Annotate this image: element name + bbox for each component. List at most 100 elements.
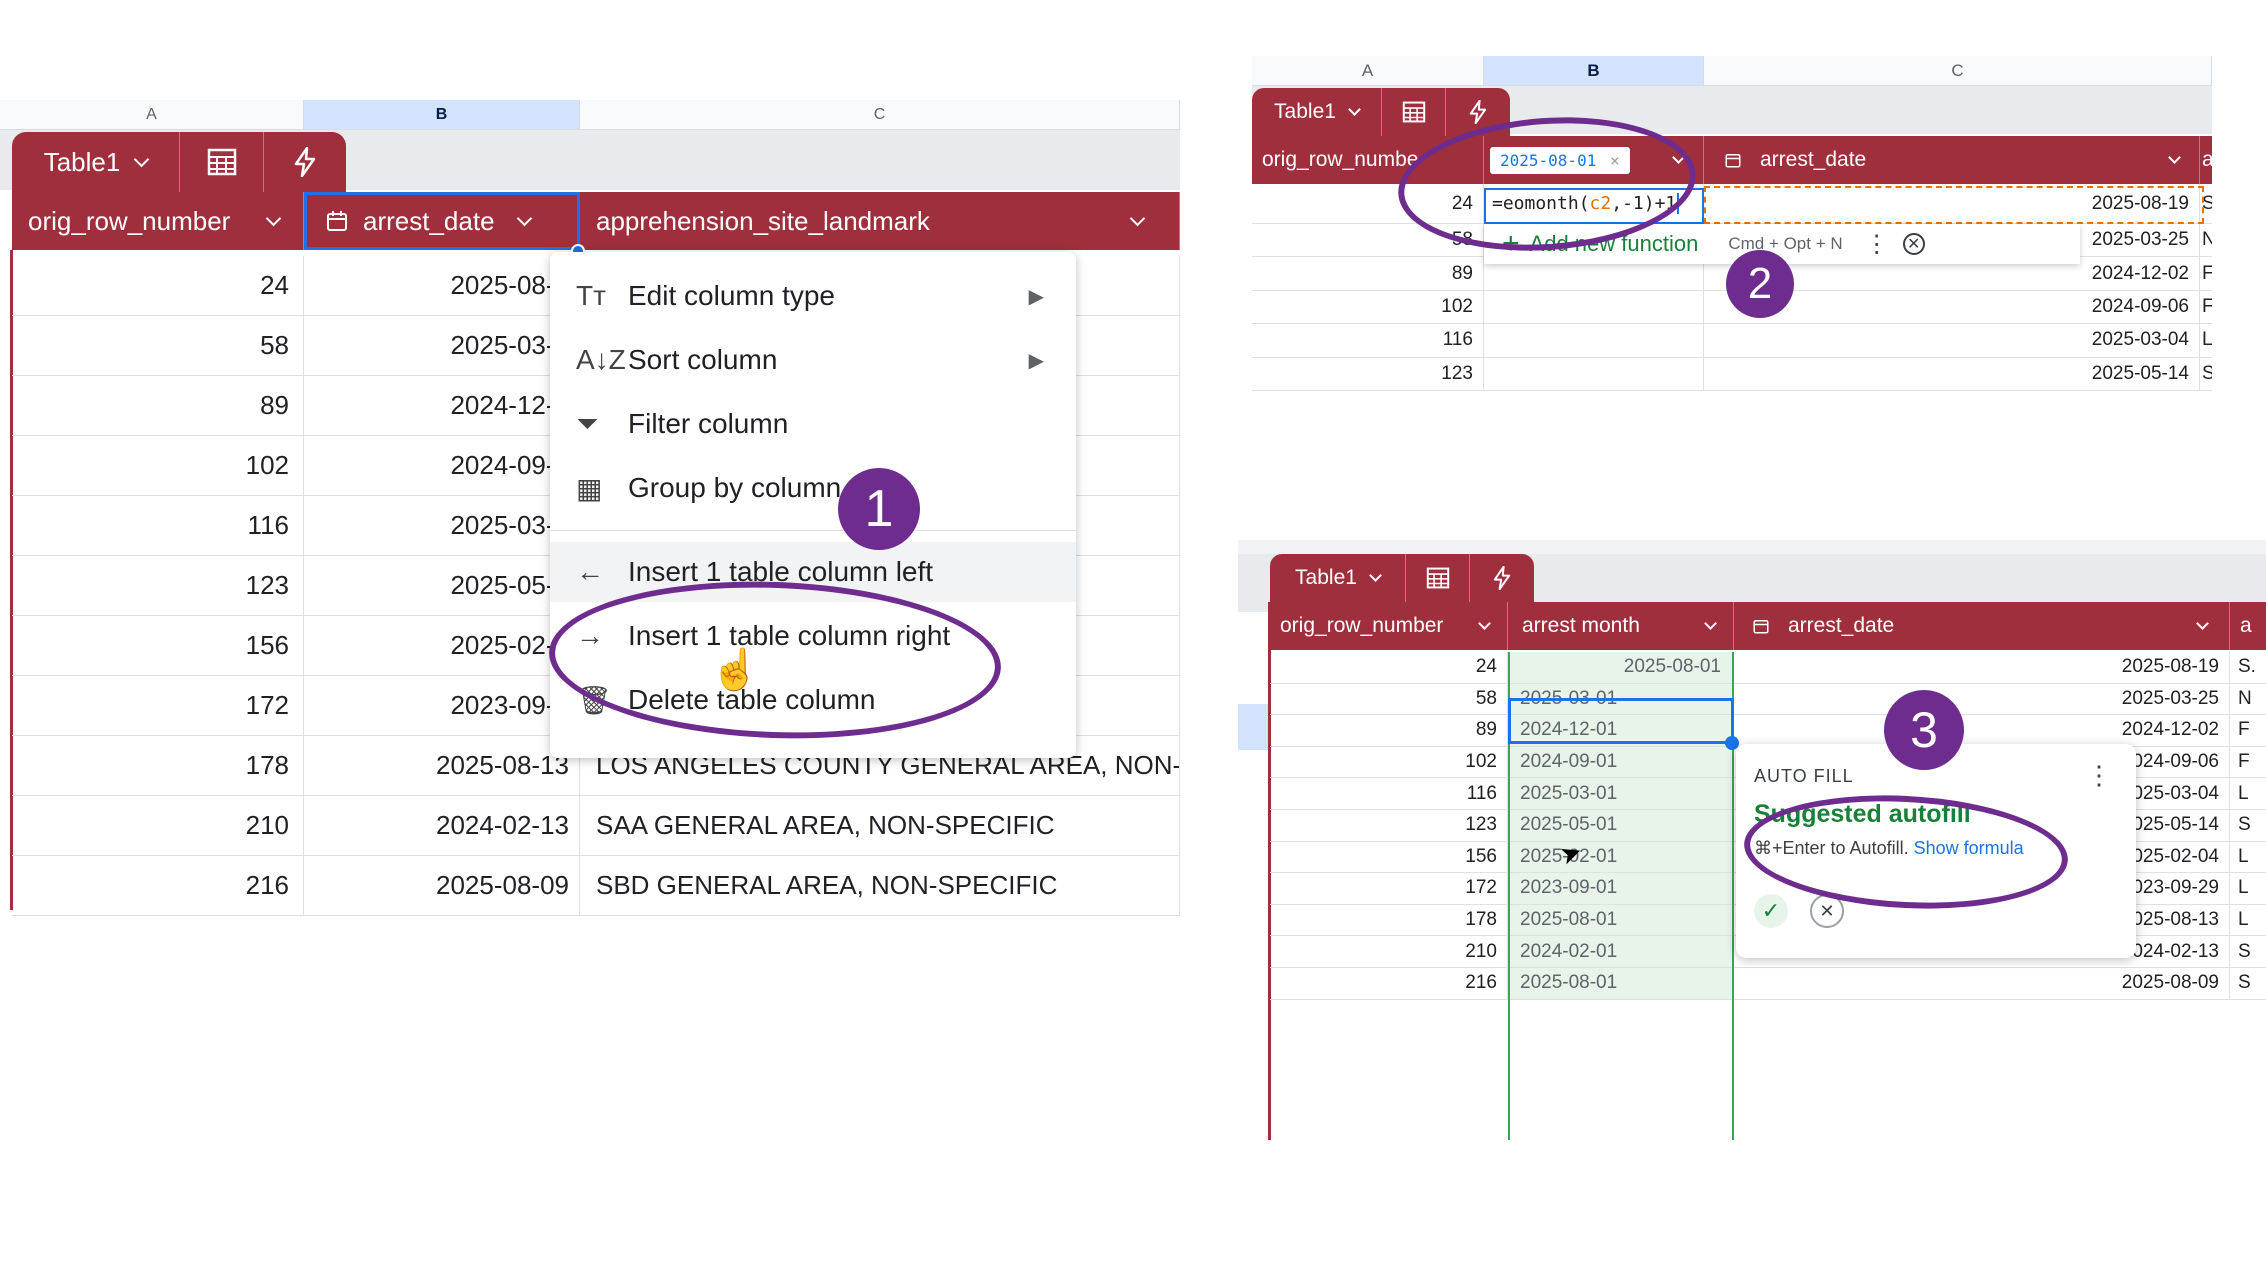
menu-item-group-by-column[interactable]: ▦ Group by column xyxy=(550,458,1076,518)
cell-arrest-date[interactable]: 2025-03-25 xyxy=(1734,683,2230,715)
cell-next-column[interactable]: S xyxy=(2238,972,2251,994)
cell-arrest-date[interactable]: 2025-08-13 xyxy=(304,736,580,795)
cell-arrest-date[interactable]: 2025-05-1 xyxy=(304,556,580,615)
menu-item-edit-column-type[interactable]: Tт Edit column type ▶ xyxy=(550,266,1076,326)
cell-arrest-date[interactable]: 2025-03-04 xyxy=(1734,778,2230,809)
cell-arrest-date[interactable]: 2025-08-09 xyxy=(304,856,580,915)
cell-arrest-date[interactable]: 2025-08-19 xyxy=(1704,184,2200,223)
cell-apprehension-site[interactable] xyxy=(580,316,1180,375)
cell-orig-row-number[interactable]: 156 xyxy=(1270,841,1508,873)
cell-orig-row-number[interactable]: 58 xyxy=(12,316,304,375)
cell-apprehension-site[interactable] xyxy=(580,376,1180,435)
cell-arrest-date[interactable]: 2025-03-0 xyxy=(304,496,580,555)
column-letter-b[interactable]: B xyxy=(1484,56,1704,86)
cell-next-column[interactable]: N xyxy=(2238,687,2252,709)
cancel-circle-icon[interactable]: ✕ xyxy=(1902,233,1925,255)
cell-orig-row-number[interactable]: 216 xyxy=(12,856,304,915)
table-automation-button[interactable] xyxy=(264,132,346,192)
cell-arrest-date[interactable]: 2025-03-25 xyxy=(1704,224,2200,257)
cell-arrest-date[interactable]: 2025-05-14 xyxy=(1734,809,2230,841)
cell-next-column[interactable]: N xyxy=(2202,229,2212,251)
cell-arrest-date[interactable]: 2024-02-13 xyxy=(1734,936,2230,967)
cell-arrest-month[interactable]: 2025-08-01 xyxy=(1508,967,1734,999)
cell-orig-row-number[interactable]: 24 xyxy=(12,256,304,315)
cell-arrest-date[interactable]: 2025-08-1 xyxy=(304,256,580,315)
cell-orig-row-number[interactable]: 156 xyxy=(12,616,304,675)
cell-arrest-month[interactable]: 2025-02-01 xyxy=(1508,841,1734,873)
table-view-button[interactable] xyxy=(180,132,264,192)
column-letter-a[interactable]: A xyxy=(1252,56,1484,86)
cell-arrest-date[interactable]: 2025-08-09 xyxy=(1734,967,2230,999)
cell-apprehension-site[interactable] xyxy=(580,556,1180,615)
cell-orig-row-number[interactable]: 116 xyxy=(1252,324,1484,357)
cell-next-column[interactable]: F xyxy=(2202,262,2212,284)
cell-orig-row-number[interactable]: 172 xyxy=(1270,873,1508,904)
header-arrest-date[interactable]: arrest_date xyxy=(304,192,580,250)
cell-arrest-date[interactable]: 2025-03-2 xyxy=(304,316,580,375)
column-letter-a[interactable]: A xyxy=(0,100,304,130)
cell-orig-row-number[interactable]: 102 xyxy=(1252,290,1484,324)
table-view-button[interactable] xyxy=(1406,554,1470,602)
cell-next-column[interactable]: L xyxy=(2238,909,2249,931)
menu-item-delete-table-column[interactable]: 🗑 Delete table column xyxy=(550,670,1076,730)
cell-arrest-month[interactable]: 2024-12-01 xyxy=(1508,715,1734,746)
cell-arrest-month[interactable]: 2025-05-01 xyxy=(1508,809,1734,841)
table-automation-button[interactable] xyxy=(1446,88,1510,136)
cell-apprehension-site[interactable] xyxy=(580,436,1180,495)
cell-next-column[interactable]: F xyxy=(2238,719,2250,741)
cell-orig-row-number[interactable]: 24 xyxy=(1270,652,1508,683)
cell-arrest-month[interactable]: 2025-08-01 xyxy=(1508,904,1734,936)
dismiss-autofill-button[interactable]: ✕ xyxy=(1810,894,1844,928)
cell-arrest-date[interactable]: 2024-09-0 xyxy=(304,436,580,495)
cell-next-column[interactable]: S xyxy=(2238,814,2251,836)
cell-next-column[interactable]: F xyxy=(2238,751,2250,773)
cell-arrest-date[interactable]: 2024-02-13 xyxy=(304,796,580,855)
cell-orig-row-number[interactable]: 123 xyxy=(1252,357,1484,390)
cell-arrest-date[interactable]: 2024-09-06 xyxy=(1704,290,2200,324)
cell-next-column[interactable]: S. xyxy=(2238,656,2256,678)
cell-arrest-date[interactable]: 2023-09-29 xyxy=(1734,873,2230,904)
cell-orig-row-number[interactable]: 102 xyxy=(12,436,304,495)
cell-next-column[interactable]: L xyxy=(2238,877,2249,899)
column-letter-c[interactable]: C xyxy=(1704,56,2212,86)
table-name-button[interactable]: Table1 xyxy=(12,132,180,192)
cell-next-column[interactable]: S xyxy=(2202,362,2212,384)
cell-arrest-month[interactable]: 2024-09-01 xyxy=(1508,746,1734,778)
cell-arrest-month[interactable]: 2025-03-01 xyxy=(1508,778,1734,809)
cell-orig-row-number[interactable]: 58 xyxy=(1252,224,1484,257)
show-formula-link[interactable]: Show formula xyxy=(1913,838,2024,858)
cell-new-column[interactable] xyxy=(1484,290,1704,324)
cell-orig-row-number[interactable]: 216 xyxy=(1270,967,1508,999)
cell-apprehension-site[interactable]: SBD GENERAL AREA, NON-SPECIFIC xyxy=(580,856,1180,915)
column-letter-b[interactable]: B xyxy=(304,100,580,130)
cell-orig-row-number[interactable]: 210 xyxy=(1270,936,1508,967)
cell-apprehension-site[interactable] xyxy=(580,256,1180,315)
cell-new-column[interactable] xyxy=(1484,357,1704,390)
cell-arrest-date[interactable]: 2025-02-0 xyxy=(304,616,580,675)
cell-arrest-date[interactable]: 2025-05-14 xyxy=(1704,357,2200,390)
header-orig-row-number[interactable]: orig_row_number xyxy=(1268,602,1508,650)
cell-arrest-month[interactable]: 2023-09-01 xyxy=(1508,873,1734,904)
table-name-button[interactable]: Table1 xyxy=(1270,554,1406,602)
cell-arrest-date[interactable]: 2025-02-04 xyxy=(1734,841,2230,873)
header-new-column[interactable]: 2025-08-01 × xyxy=(1484,136,1704,184)
cell-orig-row-number[interactable]: 178 xyxy=(12,736,304,795)
close-icon[interactable]: × xyxy=(1609,150,1620,170)
cell-new-column[interactable] xyxy=(1484,324,1704,357)
accept-autofill-button[interactable]: ✓ xyxy=(1754,894,1788,928)
add-new-function-link[interactable]: Add new function xyxy=(1529,231,1699,256)
cell-new-column[interactable] xyxy=(1484,257,1704,290)
cell-arrest-month[interactable]: 2025-08-01 xyxy=(1508,652,1734,683)
menu-item-insert-1-table-column-left[interactable]: ← Insert 1 table column left xyxy=(550,542,1076,602)
cell-next-column[interactable]: L xyxy=(2238,845,2249,867)
cell-orig-row-number[interactable]: 178 xyxy=(1270,904,1508,936)
cell-next-column[interactable]: S xyxy=(2238,940,2251,962)
fill-handle[interactable] xyxy=(1725,736,1739,750)
menu-item-filter-column[interactable]: ⏷ Filter column xyxy=(550,394,1076,454)
header-arrest-date[interactable]: arrest_date xyxy=(1704,136,2200,184)
more-vert-icon[interactable]: ⋮ xyxy=(2086,760,2112,790)
cell-orig-row-number[interactable]: 89 xyxy=(1270,715,1508,746)
menu-item-insert-1-table-column-right[interactable]: → Insert 1 table column right xyxy=(550,606,1076,666)
column-letter-c[interactable]: C xyxy=(580,100,1180,130)
cell-orig-row-number[interactable]: 172 xyxy=(12,676,304,735)
